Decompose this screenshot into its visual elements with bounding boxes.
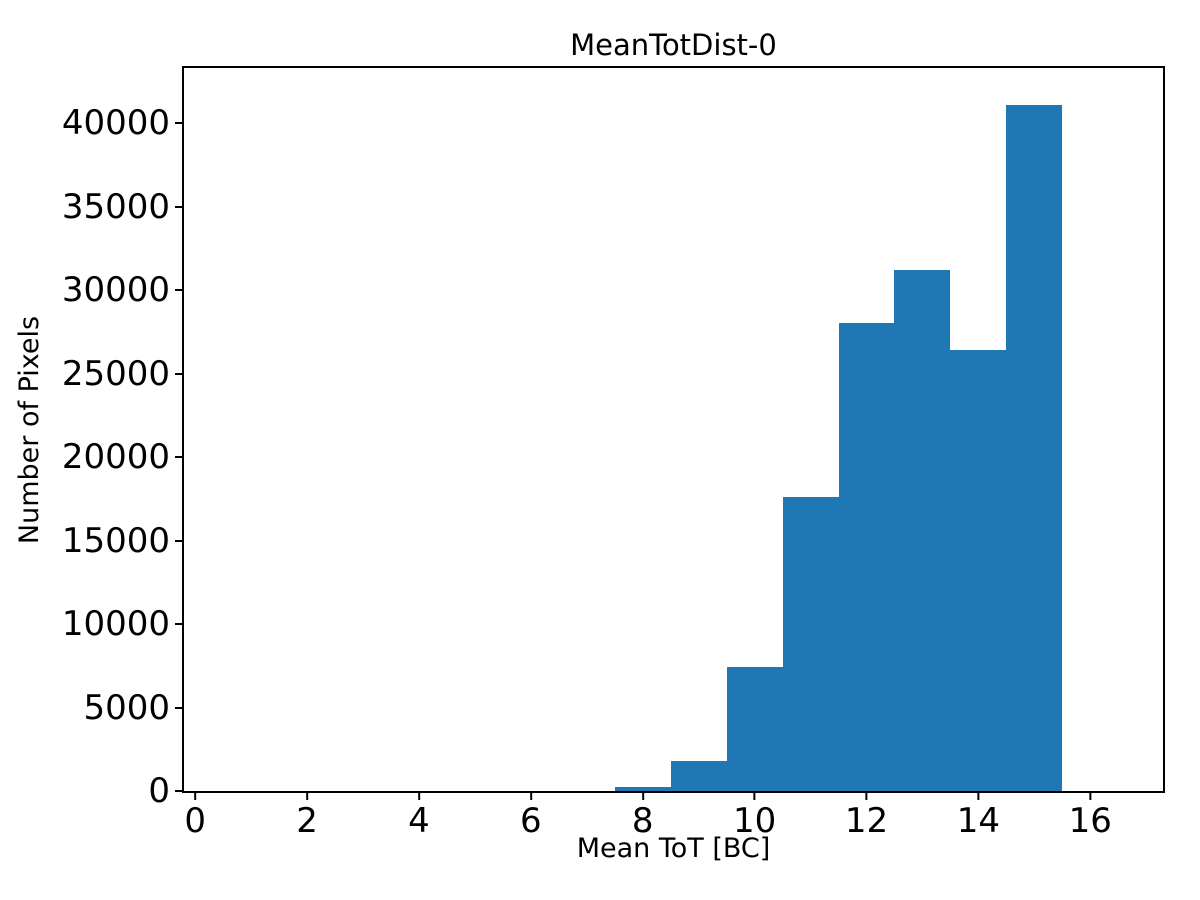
x-tick-mark [753,791,756,800]
x-tick-mark [977,791,980,800]
x-tick-label: 16 [1068,801,1112,841]
y-tick-label: 35000 [61,186,170,227]
x-axis-label: Mean ToT [BC] [576,833,771,864]
histogram-bar [950,350,1007,791]
x-tick: 4 [408,791,430,838]
x-tick-mark [1089,791,1092,800]
y-tick: 35000 [62,190,184,224]
histogram-bar [670,760,727,791]
y-tick-mark [175,623,184,626]
y-tick: 25000 [62,357,184,391]
histogram-bar [614,786,671,791]
y-tick: 0 [148,774,184,808]
x-tick-mark [306,791,309,800]
x-tick-label: 14 [956,801,1001,841]
y-tick: 5000 [83,691,184,725]
x-tick: 10 [733,791,776,838]
histogram-bars-layer [184,68,1163,791]
x-tick-label: 4 [408,801,430,841]
y-tick-mark [175,372,184,375]
y-tick: 20000 [62,440,184,474]
histogram-bar [726,667,783,791]
y-tick-label: 30000 [61,270,170,311]
y-tick: 30000 [62,273,184,307]
y-tick-mark [175,289,184,292]
x-tick: 6 [520,791,542,838]
histogram-bar [894,270,951,791]
y-axis-label: Number of Pixels [14,315,46,545]
x-tick-mark [865,791,868,800]
x-tick-mark [529,791,532,800]
plot-area: 0 2 4 6 8 10 12 14 16 0 5000 10000 15000 20000 25000 3… [62,66,1165,838]
y-tick-mark [175,539,184,542]
y-tick-label: 5000 [83,687,170,728]
y-tick-label: 15000 [61,520,170,561]
histogram-bar [838,323,895,791]
y-tick: 15000 [62,524,184,558]
x-tick: 14 [957,791,1000,838]
x-tick: 12 [845,791,888,838]
y-tick-mark [175,456,184,459]
x-tick: 16 [1069,791,1112,838]
x-tick-label: 6 [520,801,542,841]
x-tick-mark [194,791,197,800]
x-tick: 2 [296,791,318,838]
chart-title: MeanTotDist-0 [570,28,777,62]
x-tick-label: 12 [844,801,889,841]
x-tick-label: 0 [184,801,207,841]
histogram-bar [1006,104,1063,791]
x-tick: 0 [184,791,206,838]
histogram-bar [782,497,839,791]
y-tick-mark [175,790,184,792]
y-tick-label: 25000 [61,353,170,394]
x-tick-mark [417,791,420,800]
y-tick-label: 0 [148,771,170,811]
x-tick-label: 2 [296,801,318,841]
y-tick-label: 20000 [61,437,170,478]
y-tick: 10000 [62,607,184,641]
x-tick-label: 10 [732,801,777,841]
y-tick-label: 10000 [61,604,170,645]
x-tick-mark [641,791,644,800]
x-tick-label: 8 [631,801,654,841]
y-tick-mark [175,205,184,208]
x-tick: 8 [632,791,654,838]
y-tick-label: 40000 [61,103,170,144]
y-tick-mark [175,122,184,125]
y-tick: 40000 [62,106,184,140]
y-tick-mark [175,706,184,709]
